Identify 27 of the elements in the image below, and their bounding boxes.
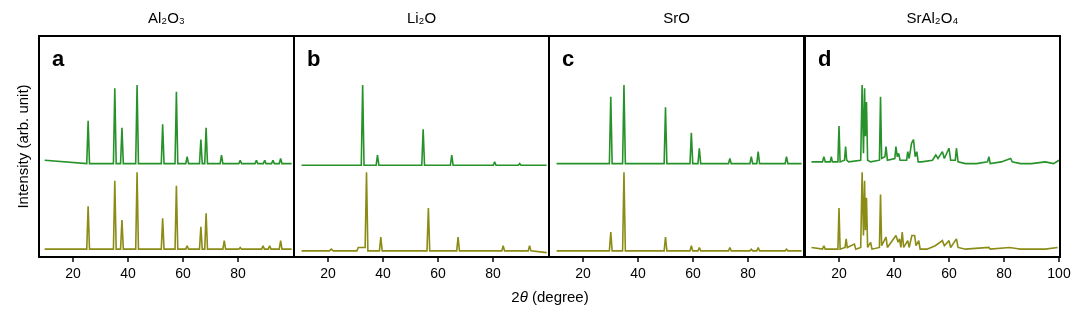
- x-tick-label: 20: [65, 265, 81, 282]
- x-tick-label: 60: [941, 265, 957, 282]
- x-tick-label: 40: [630, 265, 646, 282]
- x-tick-label: 40: [886, 265, 902, 282]
- x-tick-label: 40: [120, 265, 136, 282]
- y-axis-title: Intensity (arb. unit): [13, 84, 31, 209]
- x-tick-label: 20: [831, 265, 847, 282]
- x-axis-title: 2θ (degree): [510, 288, 590, 305]
- text: a: [52, 46, 65, 71]
- chart-title: Li₂O: [406, 9, 437, 27]
- x-tick-label: 60: [685, 265, 701, 282]
- x-tick-label: 80: [740, 265, 756, 282]
- chart-title: Al₂O₃: [148, 9, 185, 27]
- x-tick-label: 60: [430, 265, 446, 282]
- x-tick-label: 100: [1047, 265, 1071, 282]
- text: d: [818, 46, 832, 71]
- x-tick-label: 40: [375, 265, 391, 282]
- x-tick-label: 20: [320, 265, 336, 282]
- text: c: [562, 46, 575, 71]
- x-tick-label: 80: [996, 265, 1012, 282]
- chart-title: SrO: [663, 9, 690, 27]
- text: b: [307, 46, 321, 71]
- x-tick-label: 60: [175, 265, 191, 282]
- x-tick-label: 80: [230, 265, 246, 282]
- x-tick-label: 80: [485, 265, 501, 282]
- x-tick-label: 20: [575, 265, 591, 282]
- chart-title: SrAl₂O₄: [906, 9, 959, 27]
